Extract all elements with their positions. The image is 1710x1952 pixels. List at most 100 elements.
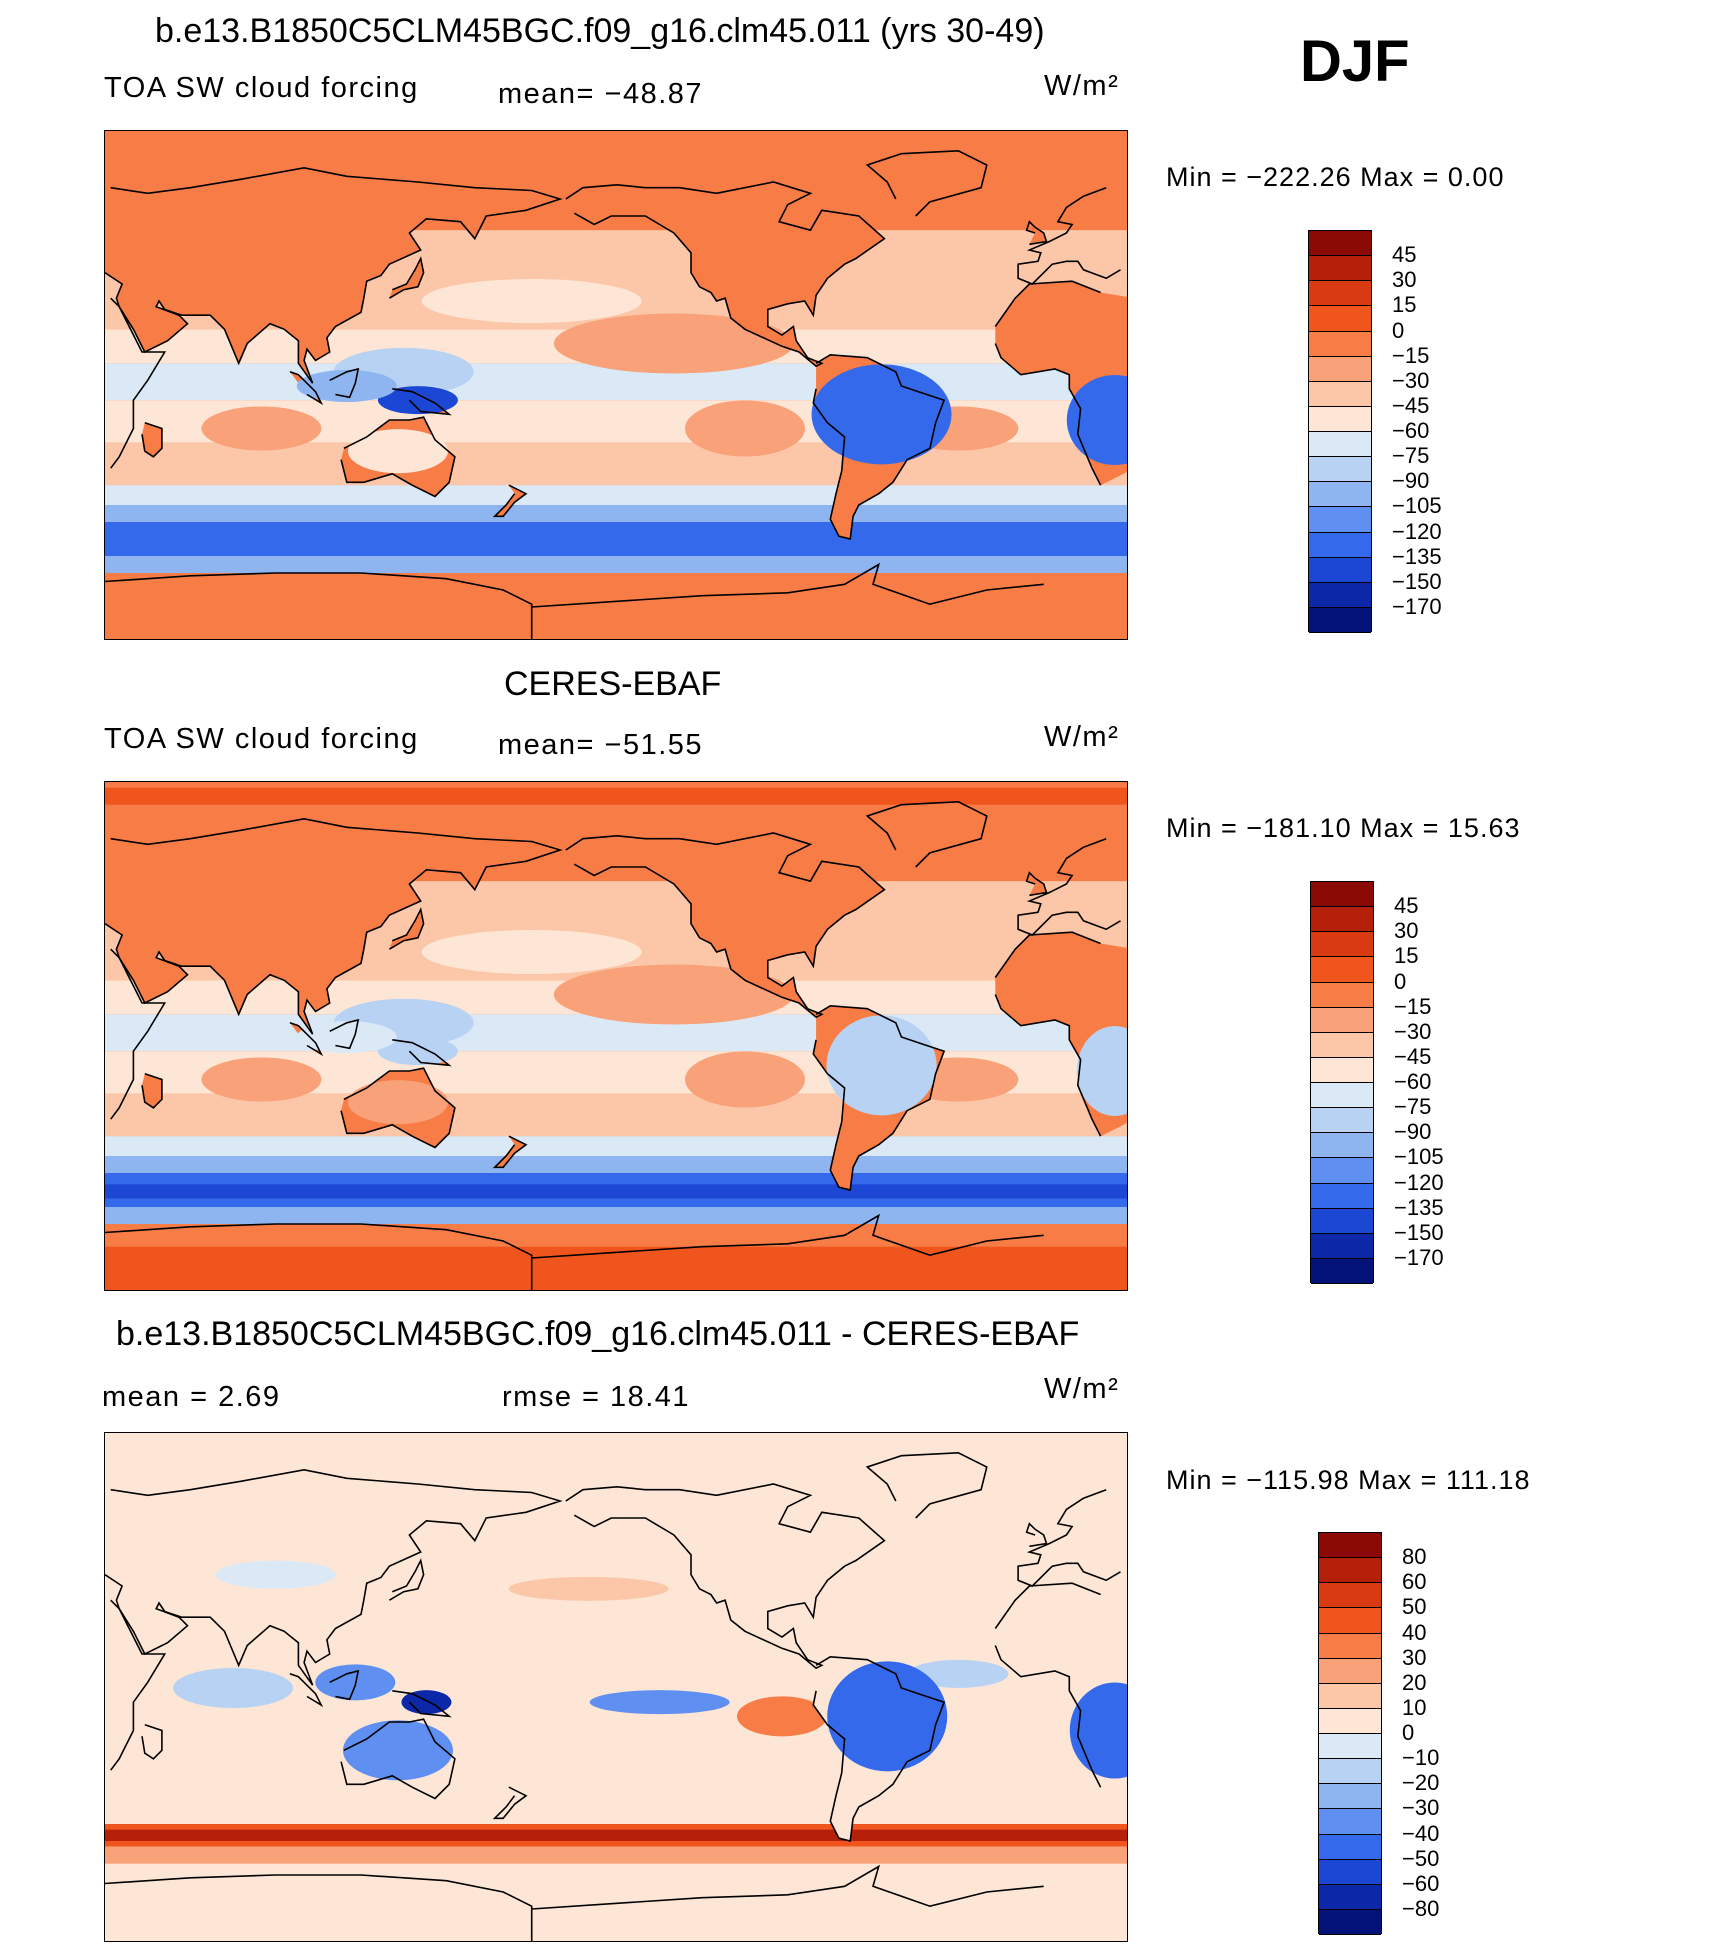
coastline-madagascar xyxy=(141,1724,163,1760)
colorbar-swatch xyxy=(1319,1583,1381,1609)
colorbar-label: 15 xyxy=(1394,943,1419,969)
land-eurasia xyxy=(105,818,561,1035)
field-patch xyxy=(377,1037,458,1066)
coastline-japan xyxy=(388,256,425,299)
colorbar-label: −80 xyxy=(1402,1895,1440,1921)
coastline-eurasia xyxy=(105,1468,1121,1686)
coastline-newzealand xyxy=(492,1786,528,1820)
land-britain xyxy=(1026,1523,1047,1547)
colorbar-label: 0 xyxy=(1402,1720,1415,1745)
colorbar-swatch xyxy=(1309,432,1371,458)
colorbar-label: −135 xyxy=(1392,543,1442,569)
colorbar-label: −60 xyxy=(1394,1069,1432,1094)
coastline-newzealand xyxy=(492,1135,528,1169)
colorbar-swatch xyxy=(1309,507,1371,533)
colorbar-swatch xyxy=(1311,882,1373,908)
coastline-madagascar xyxy=(141,422,163,458)
colorbar-label: 0 xyxy=(1392,317,1405,343)
field-patch xyxy=(908,1659,1009,1688)
colorbar-swatch xyxy=(1309,532,1371,558)
panel-1-variable-label: TOA SW cloud forcing xyxy=(104,72,419,104)
colorbar-label: −15 xyxy=(1392,342,1430,368)
coastline-australia xyxy=(340,1718,456,1800)
colorbar-label: −10 xyxy=(1402,1745,1440,1771)
field-band xyxy=(105,1846,1127,1864)
colorbar-label: −20 xyxy=(1402,1770,1440,1796)
season-label: DJF xyxy=(1300,29,1410,94)
map-canvas xyxy=(105,1433,1127,1941)
land-northamerica xyxy=(565,833,885,1018)
colorbar-swatch xyxy=(1319,1558,1381,1584)
panel-2-variable-label: TOA SW cloud forcing xyxy=(104,723,419,755)
difference-map xyxy=(104,1432,1128,1942)
coastline-southamerica xyxy=(812,353,946,540)
coastline-sumatra xyxy=(289,371,324,406)
coastline-southamerica xyxy=(812,1004,946,1191)
colorbar-swatch xyxy=(1311,1183,1373,1209)
field-band xyxy=(105,505,1127,522)
colorbar-swatch xyxy=(1309,557,1371,583)
land-greenland xyxy=(867,801,987,867)
field-patch xyxy=(201,1057,322,1102)
field-patch xyxy=(553,313,794,374)
colorbar-label: −15 xyxy=(1394,993,1432,1019)
colorbar-swatch xyxy=(1311,1133,1373,1159)
coastline-africa xyxy=(110,280,1102,486)
colorbar-label: −150 xyxy=(1392,568,1442,594)
colorbar-label: 80 xyxy=(1402,1544,1427,1570)
coastline-southamerica xyxy=(812,1655,946,1842)
land-greenland xyxy=(867,150,987,216)
colorbar-swatch xyxy=(1311,1208,1373,1234)
colorbar-label: −45 xyxy=(1392,392,1430,418)
colorbar-swatch xyxy=(1309,607,1371,633)
panel-3-rmse-label: rmse = 18.41 xyxy=(502,1381,691,1413)
coastline-britain xyxy=(1025,871,1048,897)
field-patch xyxy=(347,1080,448,1125)
colorbar-label: −75 xyxy=(1392,443,1430,469)
colorbar-swatch xyxy=(1309,331,1371,357)
colorbar-swatch xyxy=(1311,1108,1373,1134)
colorbar-swatch xyxy=(1319,1533,1381,1559)
field-patch xyxy=(508,1576,669,1601)
colorbar-box xyxy=(1308,230,1372,633)
field-patch xyxy=(201,406,322,451)
colorbar-label: −150 xyxy=(1394,1219,1444,1245)
colorbar-label: −105 xyxy=(1392,493,1442,519)
field-patch xyxy=(377,386,458,415)
colorbar-label: 0 xyxy=(1394,968,1407,994)
colorbar-swatch xyxy=(1311,982,1373,1008)
colorbar-swatch xyxy=(1311,1233,1373,1259)
colorbar-swatch xyxy=(1319,1809,1381,1835)
coastline-eurasia xyxy=(105,817,1121,1035)
land-northamerica xyxy=(565,182,885,367)
field-patch xyxy=(589,1690,730,1715)
colorbar-label: −40 xyxy=(1402,1820,1440,1846)
colorbar-swatch xyxy=(1311,1032,1373,1058)
colorbar-swatch xyxy=(1319,1734,1381,1760)
colorbar-swatch xyxy=(1309,231,1371,257)
panel-1-units: W/m² xyxy=(1044,70,1120,102)
coastline-antarctica xyxy=(105,1864,1044,1941)
coastline-australia xyxy=(340,416,456,498)
land-eurasia xyxy=(105,167,561,384)
field-patch xyxy=(849,260,1010,313)
field-patch xyxy=(1069,1682,1127,1779)
field-band xyxy=(105,1184,1127,1199)
colorbar-label: 15 xyxy=(1392,292,1417,318)
coastline-antarctica xyxy=(105,562,1044,639)
field-patch xyxy=(811,364,952,465)
coastline-northamerica xyxy=(565,1483,886,1670)
field-band xyxy=(105,1136,1127,1156)
panel-2-title: CERES-EBAF xyxy=(504,665,722,703)
coastline-greenland xyxy=(865,149,988,217)
coastline-newguinea xyxy=(392,1690,452,1718)
colorbar-label: −120 xyxy=(1392,518,1442,544)
coastline-sumatra xyxy=(289,1022,324,1057)
model-map xyxy=(104,130,1128,640)
coastline-northamerica xyxy=(565,832,886,1019)
colorbar-label: −135 xyxy=(1394,1194,1444,1220)
colorbar-label: 30 xyxy=(1394,918,1419,944)
colorbar-swatch xyxy=(1319,1633,1381,1659)
colorbar-label: 45 xyxy=(1394,893,1419,919)
colorbar-swatch xyxy=(1319,1859,1381,1885)
